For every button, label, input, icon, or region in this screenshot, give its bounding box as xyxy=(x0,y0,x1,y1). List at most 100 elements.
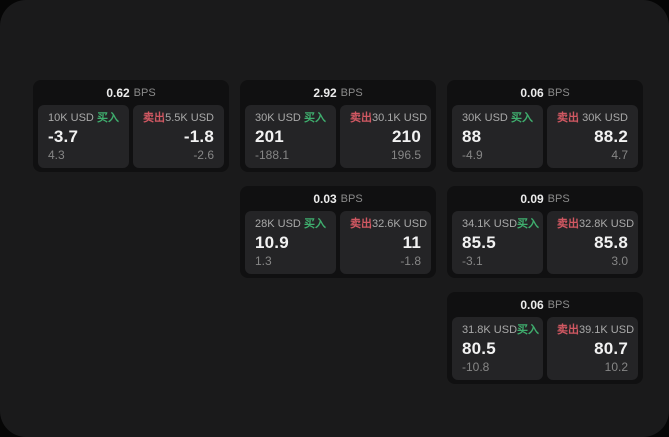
bps-value: 0.06 xyxy=(520,85,544,100)
sell-amount: 30K USD xyxy=(582,112,628,124)
bps-unit: BPS xyxy=(547,192,570,205)
buy-action-label: 买入 xyxy=(304,112,326,124)
buy-panel-top: 10K USD 买入 xyxy=(48,112,119,125)
buy-action-label: 买入 xyxy=(511,112,533,124)
sell-sub-value: 196.5 xyxy=(390,148,421,162)
sell-panel[interactable]: 卖出 32.8K USD 85.8 3.0 xyxy=(547,211,638,274)
buy-sub-value: 1.3 xyxy=(255,254,272,268)
sell-panel-top: 卖出 30.1K USD xyxy=(350,112,427,125)
sell-panel[interactable]: 卖出 30.1K USD 210 196.5 xyxy=(340,105,431,168)
buy-panel[interactable]: 30K USD 买入 201 -188.1 xyxy=(245,105,336,168)
buy-amount: 30K USD xyxy=(255,112,301,124)
buy-action-label: 买入 xyxy=(517,324,540,336)
buy-price: 85.5 xyxy=(462,233,496,252)
sell-price: 80.7 xyxy=(594,339,628,358)
sell-price: -1.8 xyxy=(183,127,214,146)
quote-card: 0.03 BPS 28K USD 买入 10.9 1.3 卖出 xyxy=(240,186,436,278)
sell-amount: 32.8K USD xyxy=(579,218,635,230)
card-body: 10K USD 买入 -3.7 4.3 卖出 5.5K USD -1.8 -2.… xyxy=(33,105,229,172)
buy-price: -3.7 xyxy=(48,127,79,146)
sell-price: 88.2 xyxy=(594,127,628,146)
sell-action-label: 卖出 xyxy=(557,112,579,124)
card-header: 0.06 BPS xyxy=(447,80,643,105)
sell-amount: 32.6K USD xyxy=(372,218,428,230)
sell-sub-value: -2.6 xyxy=(193,148,214,162)
bps-value: 2.92 xyxy=(313,85,337,100)
sell-action-label: 卖出 xyxy=(350,112,372,124)
buy-amount: 34.1K USD xyxy=(462,218,518,230)
buy-action-label: 买入 xyxy=(304,218,326,230)
card-body: 30K USD 买入 201 -188.1 卖出 30.1K USD 210 1… xyxy=(240,105,436,172)
bps-value: 0.06 xyxy=(520,297,544,312)
sell-price: 85.8 xyxy=(594,233,628,252)
sell-action-label: 卖出 xyxy=(557,218,579,230)
bps-unit: BPS xyxy=(133,86,156,99)
buy-amount: 10K USD xyxy=(48,112,94,124)
sell-sub-value: 4.7 xyxy=(611,148,628,162)
bps-unit: BPS xyxy=(547,298,570,311)
sell-panel-top: 卖出 30K USD xyxy=(557,112,628,125)
buy-panel[interactable]: 10K USD 买入 -3.7 4.3 xyxy=(38,105,129,168)
buy-price: 80.5 xyxy=(462,339,496,358)
buy-price: 201 xyxy=(255,127,284,146)
card-header: 0.09 BPS xyxy=(447,186,643,211)
buy-panel-top: 31.8K USD 买入 xyxy=(462,324,539,337)
sell-price: 210 xyxy=(392,127,421,146)
card-body: 31.8K USD 买入 80.5 -10.8 卖出 39.1K USD 80.… xyxy=(447,317,643,384)
sell-amount: 5.5K USD xyxy=(165,112,214,124)
sell-panel[interactable]: 卖出 30K USD 88.2 4.7 xyxy=(547,105,638,168)
quote-card: 0.06 BPS 30K USD 买入 88 -4.9 卖出 xyxy=(447,80,643,172)
bps-value: 0.09 xyxy=(520,191,544,206)
sell-sub-value: -1.8 xyxy=(400,254,421,268)
sell-panel-top: 卖出 32.6K USD xyxy=(350,218,427,231)
sell-panel[interactable]: 卖出 39.1K USD 80.7 10.2 xyxy=(547,317,638,380)
buy-amount: 30K USD xyxy=(462,112,508,124)
sell-sub-value: 3.0 xyxy=(611,254,628,268)
buy-panel[interactable]: 28K USD 买入 10.9 1.3 xyxy=(245,211,336,274)
buy-sub-value: 4.3 xyxy=(48,148,65,162)
sell-price: 11 xyxy=(402,233,421,252)
sell-amount: 30.1K USD xyxy=(372,112,428,124)
buy-sub-value: -4.9 xyxy=(462,148,483,162)
quote-cards-grid: 0.62 BPS 10K USD 买入 -3.7 4.3 卖出 xyxy=(33,80,643,384)
sell-panel-top: 卖出 5.5K USD xyxy=(143,112,214,125)
quote-card: 0.06 BPS 31.8K USD 买入 80.5 -10.8 卖 xyxy=(447,292,643,384)
quote-card: 0.62 BPS 10K USD 买入 -3.7 4.3 卖出 xyxy=(33,80,229,172)
buy-action-label: 买入 xyxy=(97,112,119,124)
card-header: 0.06 BPS xyxy=(447,292,643,317)
buy-panel-top: 30K USD 买入 xyxy=(462,112,533,125)
buy-panel[interactable]: 31.8K USD 买入 80.5 -10.8 xyxy=(452,317,543,380)
sell-amount: 39.1K USD xyxy=(579,324,635,336)
bps-unit: BPS xyxy=(547,86,570,99)
quote-card: 2.92 BPS 30K USD 买入 201 -188.1 卖出 xyxy=(240,80,436,172)
card-body: 30K USD 买入 88 -4.9 卖出 30K USD 88.2 4.7 xyxy=(447,105,643,172)
buy-sub-value: -3.1 xyxy=(462,254,483,268)
quote-card: 0.09 BPS 34.1K USD 买入 85.5 -3.1 卖出 xyxy=(447,186,643,278)
card-body: 34.1K USD 买入 85.5 -3.1 卖出 32.8K USD 85.8… xyxy=(447,211,643,278)
buy-panel[interactable]: 30K USD 买入 88 -4.9 xyxy=(452,105,543,168)
buy-sub-value: -10.8 xyxy=(462,360,490,374)
sell-panel[interactable]: 卖出 32.6K USD 11 -1.8 xyxy=(340,211,431,274)
buy-panel[interactable]: 34.1K USD 买入 85.5 -3.1 xyxy=(452,211,543,274)
card-header: 2.92 BPS xyxy=(240,80,436,105)
buy-amount: 31.8K USD xyxy=(462,324,518,336)
sell-sub-value: 10.2 xyxy=(604,360,628,374)
bps-value: 0.62 xyxy=(106,85,130,100)
sell-panel-top: 卖出 32.8K USD xyxy=(557,218,634,231)
bps-unit: BPS xyxy=(340,86,363,99)
buy-panel-top: 34.1K USD 买入 xyxy=(462,218,539,231)
buy-price: 10.9 xyxy=(255,233,289,252)
sell-panel[interactable]: 卖出 5.5K USD -1.8 -2.6 xyxy=(133,105,224,168)
buy-panel-top: 30K USD 买入 xyxy=(255,112,326,125)
buy-panel-top: 28K USD 买入 xyxy=(255,218,326,231)
buy-price: 88 xyxy=(462,127,482,146)
sell-action-label: 卖出 xyxy=(350,218,372,230)
card-body: 28K USD 买入 10.9 1.3 卖出 32.6K USD 11 -1.8 xyxy=(240,211,436,278)
sell-action-label: 卖出 xyxy=(143,112,165,124)
buy-sub-value: -188.1 xyxy=(255,148,290,162)
buy-amount: 28K USD xyxy=(255,218,301,230)
bps-unit: BPS xyxy=(340,192,363,205)
card-header: 0.62 BPS xyxy=(33,80,229,105)
